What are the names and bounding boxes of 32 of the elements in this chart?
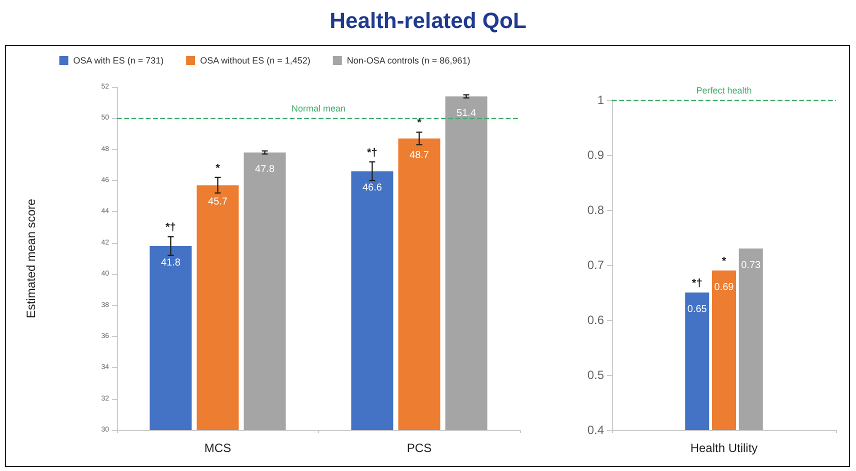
annotation: *†: [692, 278, 702, 290]
ref-line-label: Normal mean: [291, 104, 346, 114]
data-label: 0.65: [687, 304, 708, 315]
data-label: 41.8: [160, 258, 181, 269]
data-label: 51.4: [456, 108, 476, 119]
annotation: *: [216, 162, 221, 174]
y-tick-label: 0.8: [587, 203, 604, 217]
y-tick-label: 0.7: [587, 258, 604, 272]
chart-title: Health-related QoL: [328, 8, 528, 34]
y-tick-label: 0.9: [587, 148, 604, 162]
x-tick-label: PCS: [406, 441, 432, 455]
data-label: 45.7: [208, 196, 228, 208]
data-label: 48.7: [410, 150, 430, 161]
data-label: 0.69: [714, 282, 734, 293]
legend-label: OSA with ES (n = 731): [73, 56, 164, 66]
data-label: 0.73: [741, 260, 762, 271]
ref-line-label: Perfect health: [696, 86, 752, 96]
annotation: *: [722, 256, 727, 268]
data-label: 46.6: [362, 182, 382, 194]
annotation: *†: [166, 222, 176, 234]
annotation: *†: [367, 146, 378, 159]
y-axis-title: Estimated mean score: [24, 198, 38, 318]
x-tick-label: Health Utility: [690, 441, 758, 455]
y-tick-label: 0.5: [587, 368, 604, 382]
y-tick-label: 0.4: [587, 423, 604, 437]
legend-label: OSA without ES (n = 1,452): [200, 56, 310, 66]
x-tick-label: MCS: [204, 441, 232, 455]
data-label: 47.8: [255, 164, 275, 175]
legend-label: Non-OSA controls (n = 86,961): [346, 56, 470, 66]
annotation: *: [417, 117, 422, 130]
y-tick-label: 1: [597, 93, 604, 107]
y-tick-label: 0.6: [587, 313, 604, 327]
